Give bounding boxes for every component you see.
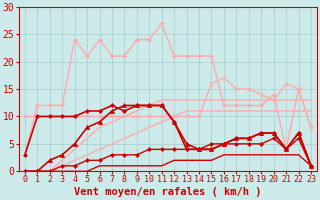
X-axis label: Vent moyen/en rafales ( km/h ): Vent moyen/en rafales ( km/h ) xyxy=(74,187,262,197)
